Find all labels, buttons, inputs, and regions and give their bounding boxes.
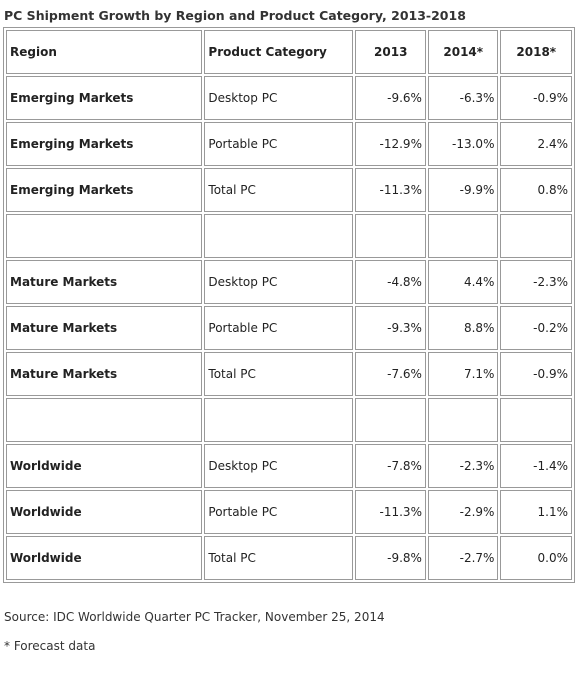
table-cell: Desktop PC [204, 444, 354, 488]
header-cell: Region [6, 30, 203, 74]
header-cell: 2013 [355, 30, 426, 74]
table-cell: Total PC [204, 168, 354, 212]
table-cell: 8.8% [427, 306, 499, 350]
table-cell: -2.7% [427, 536, 499, 580]
table-cell: Mature Markets [6, 260, 203, 304]
table-cell: Total PC [204, 536, 354, 580]
table-cell: -12.9% [355, 122, 426, 166]
table-cell: -11.3% [355, 490, 426, 534]
table-row: Mature Markets Portable PC -9.3% 8.8% -0.2% [6, 306, 572, 350]
table-row: Worldwide Total PC -9.8% -2.7% 0.0% [6, 536, 572, 580]
table-cell: -0.9% [500, 76, 572, 120]
table-cell: 0.8% [500, 168, 572, 212]
spacer-row [6, 398, 572, 442]
empty-cell [427, 214, 499, 258]
table-cell: Desktop PC [204, 260, 354, 304]
empty-cell [427, 398, 499, 442]
table-cell: -4.8% [355, 260, 426, 304]
table-cell: -11.3% [355, 168, 426, 212]
table-cell: Portable PC [204, 490, 354, 534]
table-cell: 7.1% [427, 352, 499, 396]
table-row: Worldwide Desktop PC -7.8% -2.3% -1.4% [6, 444, 572, 488]
table-cell: 4.4% [427, 260, 499, 304]
table-cell: -6.3% [427, 76, 499, 120]
table-cell: 0.0% [500, 536, 572, 580]
table-cell: Total PC [204, 352, 354, 396]
table-title: PC Shipment Growth by Region and Product… [4, 8, 466, 23]
source-note: Source: IDC Worldwide Quarter PC Tracker… [4, 610, 385, 624]
table-row: Worldwide Portable PC -11.3% -2.9% 1.1% [6, 490, 572, 534]
table-cell: Worldwide [6, 490, 203, 534]
table-cell: -9.6% [355, 76, 426, 120]
table-cell: -7.8% [355, 444, 426, 488]
table-cell: -0.2% [500, 306, 572, 350]
table-cell: -7.6% [355, 352, 426, 396]
header-row: Region Product Category 2013 2014* 2018* [6, 30, 572, 74]
empty-cell [204, 398, 354, 442]
table-cell: -2.3% [500, 260, 572, 304]
spacer-row [6, 214, 572, 258]
empty-cell [6, 214, 203, 258]
table-cell: Mature Markets [6, 352, 203, 396]
table-row: Emerging Markets Portable PC -12.9% -13.0% 2… [6, 122, 572, 166]
data-table: Region Product Category 2013 2014* 2018* Emer… [3, 27, 575, 583]
table-cell: -1.4% [500, 444, 572, 488]
table-cell: Emerging Markets [6, 76, 203, 120]
empty-cell [355, 214, 426, 258]
table-row: Mature Markets Total PC -7.6% 7.1% -0.9% [6, 352, 572, 396]
table-cell: Portable PC [204, 122, 354, 166]
table-row: Emerging Markets Total PC -11.3% -9.9% 0.8% [6, 168, 572, 212]
empty-cell [6, 398, 203, 442]
table-cell: Portable PC [204, 306, 354, 350]
header-cell: 2014* [427, 30, 499, 74]
header-cell: 2018* [500, 30, 572, 74]
table-cell: -9.9% [427, 168, 499, 212]
header-cell: Product Category [204, 30, 354, 74]
table-cell: -13.0% [427, 122, 499, 166]
table-cell: -9.8% [355, 536, 426, 580]
table-cell: -0.9% [500, 352, 572, 396]
table-cell: 2.4% [500, 122, 572, 166]
table-cell: Worldwide [6, 444, 203, 488]
table-cell: Mature Markets [6, 306, 203, 350]
footnote: * Forecast data [4, 639, 96, 653]
table-cell: 1.1% [500, 490, 572, 534]
table-cell: Worldwide [6, 536, 203, 580]
table-cell: Desktop PC [204, 76, 354, 120]
empty-cell [204, 214, 354, 258]
table-row: Mature Markets Desktop PC -4.8% 4.4% -2.3% [6, 260, 572, 304]
empty-cell [500, 214, 572, 258]
table-row: Emerging Markets Desktop PC -9.6% -6.3% -0.9… [6, 76, 572, 120]
table-cell: -9.3% [355, 306, 426, 350]
table-cell: Emerging Markets [6, 168, 203, 212]
table-cell: -2.3% [427, 444, 499, 488]
table-cell: Emerging Markets [6, 122, 203, 166]
empty-cell [500, 398, 572, 442]
table-cell: -2.9% [427, 490, 499, 534]
empty-cell [355, 398, 426, 442]
